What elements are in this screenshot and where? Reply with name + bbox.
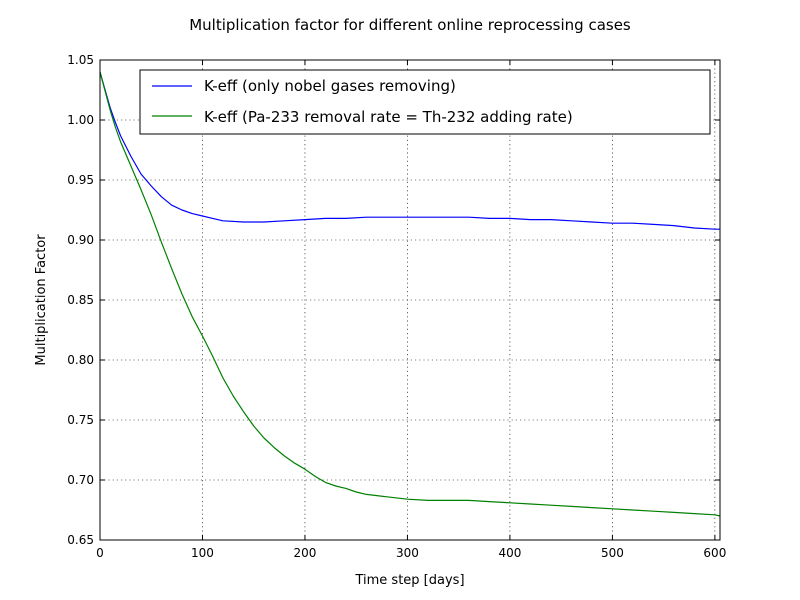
x-tick-label: 500 [601,546,624,560]
x-tick-label: 400 [498,546,521,560]
y-tick-label: 0.65 [67,533,94,547]
x-axis-label: Time step [days] [354,573,464,588]
x-tick-label: 0 [96,546,104,560]
y-tick-label: 0.90 [67,233,94,247]
y-tick-label: 0.95 [67,173,94,187]
series-layer [99,71,721,517]
legend: K-eff (only nobel gases removing) K-eff … [139,69,711,135]
x-tick-label: 200 [294,546,317,560]
series-line-1 [99,71,721,517]
y-tick-label: 0.75 [67,413,94,427]
legend-label-series-0: K-eff (only nobel gases removing) [204,77,456,95]
grid-layer [100,60,720,540]
tick-layer: 0 100 200 300 400 500 600 0.65 0.70 0.75 0.80 0.85 0… [67,53,726,560]
x-tick-label: 100 [191,546,214,560]
chart-title: Multiplication factor for different onli… [189,16,631,34]
legend-label-series-1: K-eff (Pa-233 removal rate = Th-232 addi… [204,108,573,126]
legend-box [139,69,711,135]
y-tick-label: 0.70 [67,473,94,487]
series-line-0 [99,71,720,230]
x-tick-label: 600 [703,546,726,560]
y-tick-label: 1.00 [67,113,94,127]
x-tick-label: 300 [396,546,419,560]
y-tick-label: 0.80 [67,353,94,367]
y-tick-label: 1.05 [67,53,94,67]
y-axis-label: Multiplication Factor [34,234,49,366]
y-tick-label: 0.85 [67,293,94,307]
